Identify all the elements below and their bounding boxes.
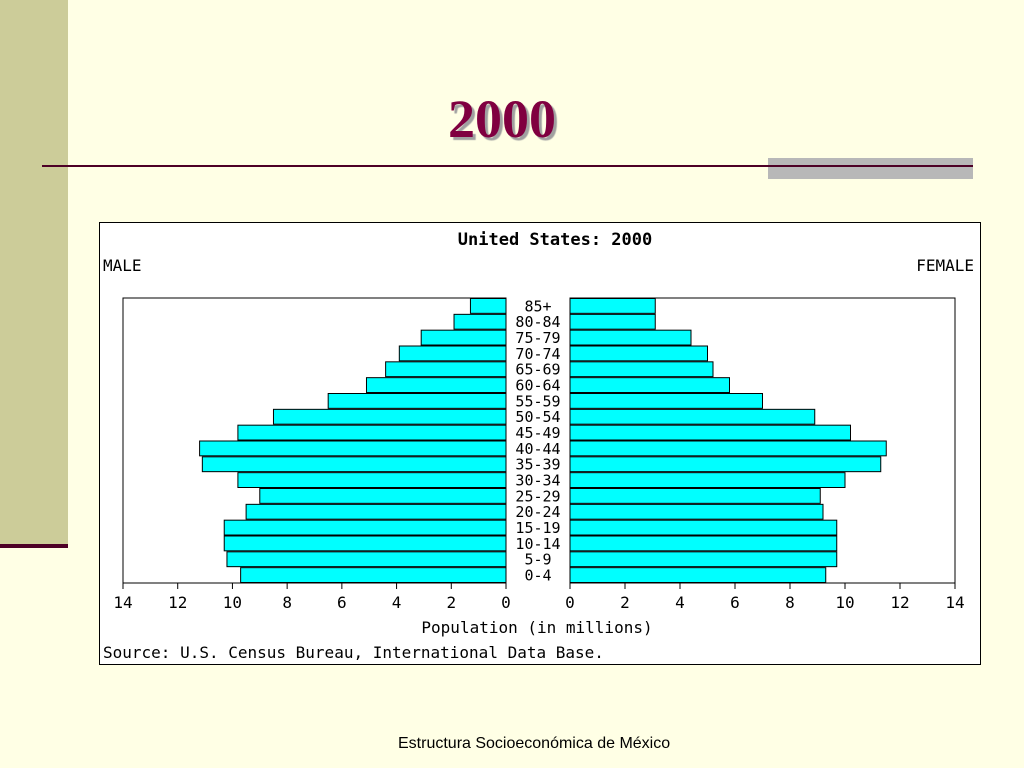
female-bar-20-24 xyxy=(569,503,824,520)
x-tick-label: 10 xyxy=(835,593,854,612)
female-bar-65-69 xyxy=(569,361,714,378)
female-bar-10-14 xyxy=(569,535,838,552)
male-bar-45-49 xyxy=(237,424,507,441)
source-note: Source: U.S. Census Bureau, Internationa… xyxy=(103,643,604,662)
title-rule-accent xyxy=(768,158,973,179)
male-bar-40-44 xyxy=(199,440,507,457)
x-tick-label: 8 xyxy=(785,593,795,612)
male-bar-5-9 xyxy=(226,551,507,568)
chart-title: United States: 2000 xyxy=(458,230,652,250)
male-bar-80-84 xyxy=(453,313,507,330)
male-bar-20-24 xyxy=(245,503,507,520)
age-group-label: 55-59 xyxy=(515,392,560,410)
x-tick-label: 4 xyxy=(392,593,402,612)
male-bar-75-79 xyxy=(420,329,507,346)
male-bar-25-29 xyxy=(259,488,507,504)
x-tick-label: 0 xyxy=(565,593,575,612)
female-bar-45-49 xyxy=(569,424,851,441)
age-group-label: 0-4 xyxy=(524,567,551,585)
age-group-label: 40-44 xyxy=(515,440,560,458)
x-tick-label: 6 xyxy=(730,593,740,612)
female-bar-80-84 xyxy=(569,313,656,330)
x-axis-label: Population (in millions) xyxy=(421,618,652,637)
age-group-label: 50-54 xyxy=(515,408,560,426)
age-group-label: 10-14 xyxy=(515,535,560,553)
female-bar-55-59 xyxy=(569,393,763,409)
male-bar-10-14 xyxy=(223,535,507,552)
age-group-label: 35-39 xyxy=(515,456,560,474)
age-group-label: 75-79 xyxy=(515,329,560,347)
slide-footer: Estructura Socioeconómica de México xyxy=(398,735,671,752)
x-tick-label: 8 xyxy=(282,593,292,612)
male-bar-85+ xyxy=(469,298,507,314)
female-bar-60-64 xyxy=(569,377,730,394)
female-bar-85+ xyxy=(569,298,656,314)
male-label: MALE xyxy=(103,256,142,275)
population-pyramid-chart: United States: 2000 MALE FEMALE 85+ 80-84… xyxy=(99,222,981,665)
x-tick-label: 0 xyxy=(501,593,511,612)
x-tick-label: 2 xyxy=(446,593,456,612)
male-bar-65-69 xyxy=(385,361,507,378)
x-tick-label: 10 xyxy=(223,593,242,612)
male-bar-35-39 xyxy=(201,456,507,473)
male-bar-60-64 xyxy=(365,377,507,394)
age-group-label: 25-29 xyxy=(515,487,560,505)
age-group-label: 60-64 xyxy=(515,377,560,395)
male-bar-0-4 xyxy=(240,567,507,583)
male-bar-15-19 xyxy=(223,519,507,536)
age-group-label: 20-24 xyxy=(515,503,560,521)
female-bar-5-9 xyxy=(569,551,838,568)
female-bar-50-54 xyxy=(569,408,816,425)
x-tick-label: 4 xyxy=(675,593,685,612)
x-tick-label: 12 xyxy=(168,593,187,612)
x-tick-label: 2 xyxy=(620,593,630,612)
age-group-label: 5-9 xyxy=(524,551,551,569)
age-group-label: 65-69 xyxy=(515,361,560,379)
female-bar-15-19 xyxy=(569,519,838,536)
male-bar-30-34 xyxy=(237,472,507,489)
title-rule-accent-line xyxy=(768,165,973,167)
male-bar-70-74 xyxy=(398,345,507,362)
side-band xyxy=(0,0,68,547)
female-bar-40-44 xyxy=(569,440,887,457)
pyramid-svg: United States: 2000 MALE FEMALE 85+80-84… xyxy=(103,230,974,662)
female-bar-75-79 xyxy=(569,329,692,346)
age-group-label: 45-49 xyxy=(515,424,560,442)
female-label: FEMALE xyxy=(916,256,974,275)
side-band-rule xyxy=(0,544,68,548)
female-bar-0-4 xyxy=(569,567,827,583)
age-group-label: 85+ xyxy=(524,297,551,315)
female-bar-30-34 xyxy=(569,472,846,489)
x-tick-label: 14 xyxy=(113,593,132,612)
x-tick-label: 12 xyxy=(890,593,909,612)
male-bar-55-59 xyxy=(327,393,507,409)
age-group-label: 15-19 xyxy=(515,519,560,537)
female-bar-70-74 xyxy=(569,345,708,362)
age-group-label: 80-84 xyxy=(515,313,560,331)
age-group-label: 30-34 xyxy=(515,472,560,490)
x-tick-label: 14 xyxy=(945,593,964,612)
slide-title: 2000 xyxy=(448,89,556,149)
x-tick-label: 6 xyxy=(337,593,347,612)
title-rule xyxy=(42,165,972,167)
female-bar-25-29 xyxy=(569,488,821,504)
female-bar-35-39 xyxy=(569,456,882,473)
age-group-label: 70-74 xyxy=(515,345,560,363)
male-bar-50-54 xyxy=(272,408,507,425)
